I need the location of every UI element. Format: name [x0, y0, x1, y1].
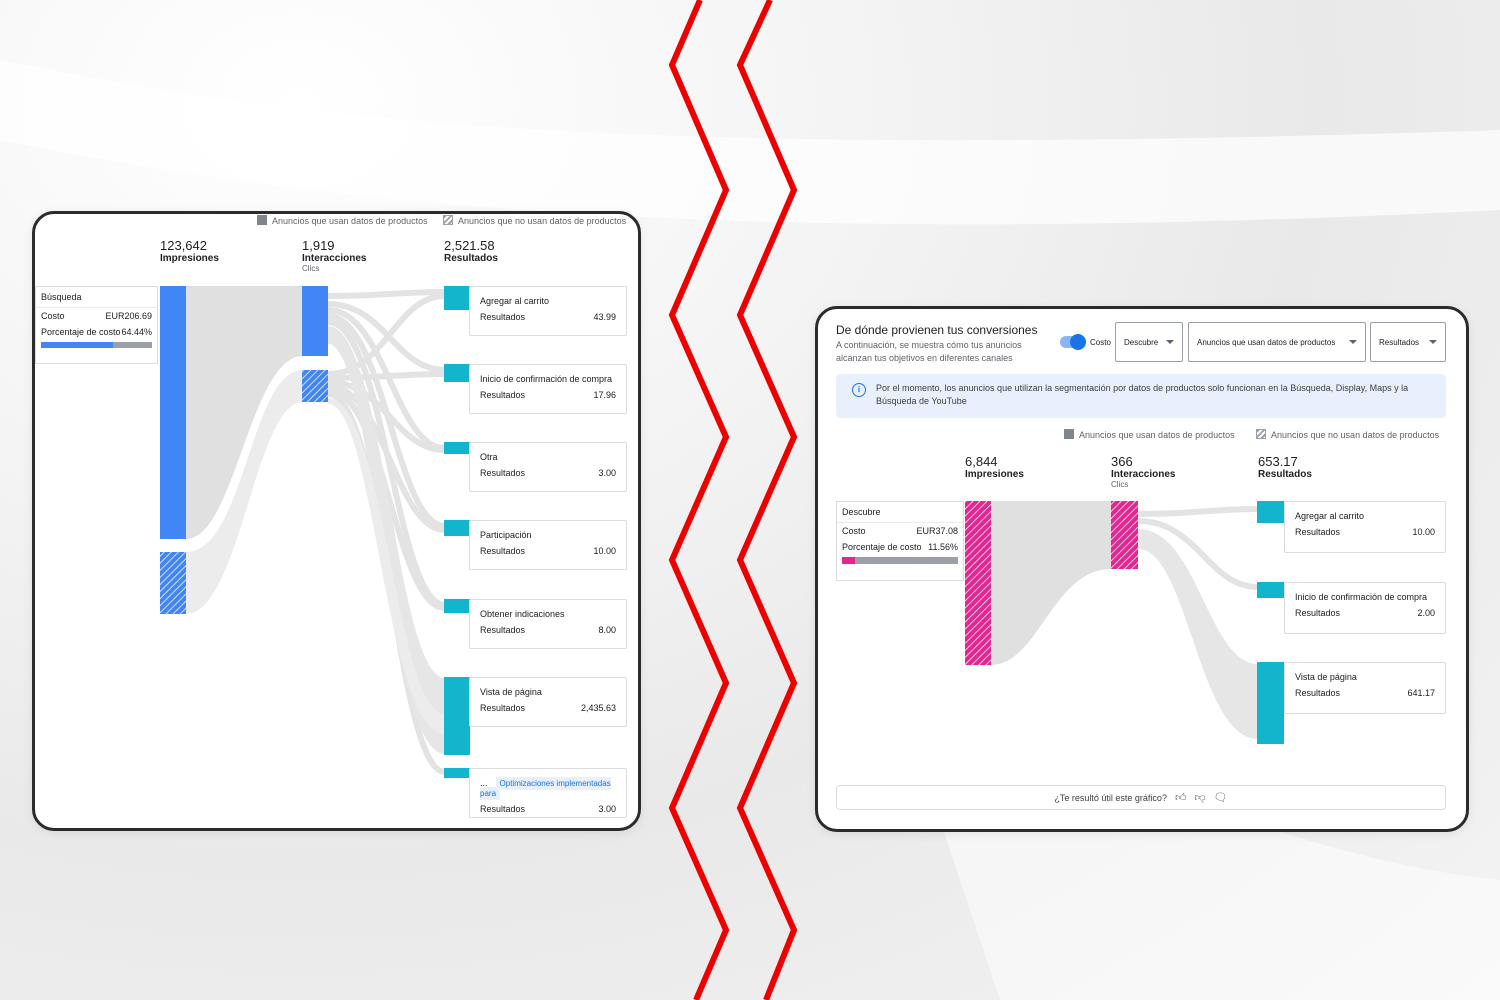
conversion-name: ... — [480, 778, 488, 788]
thumbs-down-icon[interactable]: 👎︎ — [1194, 792, 1206, 804]
results-row: Resultados 10.00 — [1285, 527, 1445, 537]
cost-share-row: Porcentaje de costo 11.56% — [842, 542, 958, 552]
conversion-name: Agregar al carrito — [480, 296, 550, 306]
conversion-name: Inicio de confirmación de compra — [480, 374, 613, 384]
legend-without-product-data: Anuncios que no usan datos de productos — [1256, 429, 1439, 440]
results-row: Resultados 8.00 — [470, 625, 626, 635]
right-sankey-flows — [965, 501, 1284, 744]
metric-impressions: 6,844 Impresiones — [965, 454, 1024, 480]
results-value: 3.00 — [598, 468, 616, 478]
optimization-badge[interactable]: Optimizaciones implementadas para — [480, 777, 611, 800]
results-label: Resultados — [480, 804, 526, 814]
cost-toggle[interactable]: Costo — [1060, 334, 1111, 350]
hatched-swatch-icon — [443, 215, 453, 225]
left-sankey-card: Anuncios que usan datos de productos Anu… — [32, 211, 641, 831]
hatched-swatch-icon — [1256, 429, 1266, 439]
results-row: Resultados 3.00 — [470, 804, 626, 814]
info-banner: i Por el momento, los anuncios que utili… — [836, 374, 1446, 418]
metric-interactions: 1,919 Interacciones Clics — [302, 238, 367, 273]
right-sankey-card: De dónde provienen tus conversiones A co… — [815, 306, 1469, 832]
conversion-card[interactable]: Vista de página Resultados 641.17 — [1284, 662, 1446, 714]
conversion-name: Obtener indicaciones — [480, 609, 565, 619]
results-value: 43.99 — [593, 312, 616, 322]
results-value: 8.00 — [598, 625, 616, 635]
results-value: 641.17 — [1407, 688, 1435, 698]
results-label: Resultados — [1295, 608, 1341, 618]
thumbs-up-icon[interactable]: 👍︎ — [1174, 792, 1187, 804]
conversion-card[interactable]: ... Optimizaciones implementadas para Resu… — [469, 768, 627, 818]
source-name: Búsqueda — [36, 287, 157, 308]
product-data-dropdown[interactable]: Anuncios que usan datos de productos — [1188, 322, 1366, 362]
conversion-card[interactable]: Otra Resultados 3.00 — [469, 442, 627, 492]
conversion-card[interactable]: Obtener indicaciones Resultados 8.00 — [469, 599, 627, 649]
legend-with-product-data: Anuncios que usan datos de productos — [257, 215, 428, 226]
metric-interactions: 366 Interacciones Clics — [1111, 454, 1176, 489]
conversion-card[interactable]: Vista de página Resultados 2,435.63 — [469, 677, 627, 727]
metric-results: 2,521.58 Resultados — [444, 238, 498, 264]
cost-share-bar — [842, 557, 958, 564]
source-card-busqueda[interactable]: Búsqueda Costo EUR206.69 Porcentaje de co… — [35, 286, 158, 364]
legend-with-product-data: Anuncios que usan datos de productos — [1064, 429, 1235, 440]
conversion-card[interactable]: Agregar al carrito Resultados 10.00 — [1284, 501, 1446, 553]
card-title: De dónde provienen tus conversiones — [836, 323, 1038, 337]
channel-dropdown[interactable]: Descubre — [1115, 322, 1183, 362]
source-name: Descubre — [837, 502, 963, 523]
results-row: Resultados 10.00 — [470, 546, 626, 556]
results-value: 10.00 — [1412, 527, 1435, 537]
results-row: Resultados 3.00 — [470, 468, 626, 478]
cost-row: Costo EUR206.69 — [41, 311, 152, 321]
conversion-card[interactable]: Inicio de confirmación de compra Resultad… — [1284, 582, 1446, 634]
results-label: Resultados — [1295, 527, 1341, 537]
results-row: Resultados 2,435.63 — [470, 703, 626, 713]
legend-without-product-data: Anuncios que no usan datos de productos — [443, 215, 626, 226]
feedback-question: ¿Te resultó útil este gráfico? — [1054, 792, 1167, 803]
metric-dropdown[interactable]: Resultados — [1370, 322, 1446, 362]
results-label: Resultados — [480, 703, 526, 713]
results-label: Resultados — [480, 468, 526, 478]
solid-swatch-icon — [257, 215, 267, 225]
results-value: 10.00 — [593, 546, 616, 556]
chevron-down-icon — [1166, 340, 1174, 344]
source-card-descubre[interactable]: Descubre Costo EUR37.08 Porcentaje de cos… — [836, 501, 964, 581]
results-row: Resultados 641.17 — [1285, 688, 1445, 698]
conversion-name: Vista de página — [480, 687, 542, 697]
conversion-card[interactable]: Participación Resultados 10.00 — [469, 520, 627, 570]
cost-row: Costo EUR37.08 — [842, 526, 958, 536]
conversion-name: Vista de página — [1295, 672, 1357, 682]
conversion-name: Inicio de confirmación de compra — [1295, 592, 1428, 602]
results-value: 17.96 — [593, 390, 616, 400]
toggle-switch[interactable] — [1060, 334, 1086, 350]
results-label: Resultados — [1295, 688, 1341, 698]
conversion-card[interactable]: Agregar al carrito Resultados 43.99 — [469, 286, 627, 336]
cost-share-row: Porcentaje de costo 64.44% — [41, 327, 152, 337]
results-value: 2.00 — [1417, 608, 1435, 618]
results-value: 2,435.63 — [580, 703, 616, 713]
results-row: Resultados 2.00 — [1285, 608, 1445, 618]
conversion-name: Participación — [480, 530, 532, 540]
feedback-bar: ¿Te resultó útil este gráfico? 👍︎ 👎︎ 🗨︎ — [836, 785, 1446, 810]
chevron-down-icon — [1429, 340, 1437, 344]
results-label: Resultados — [480, 546, 526, 556]
left-sankey-flows — [160, 286, 470, 778]
metric-impressions: 123,642 Impresiones — [160, 238, 219, 264]
conversion-name: Agregar al carrito — [1295, 511, 1365, 521]
results-label: Resultados — [480, 390, 526, 400]
solid-swatch-icon — [1064, 429, 1074, 439]
results-value: 3.00 — [598, 804, 616, 814]
results-label: Resultados — [480, 312, 526, 322]
cost-share-bar — [41, 342, 152, 348]
info-icon: i — [852, 383, 866, 397]
results-row: Resultados 17.96 — [470, 390, 626, 400]
card-subtitle: A continuación, se muestra cómo tus anun… — [836, 340, 1022, 363]
conversion-card[interactable]: Inicio de confirmación de compra Resultad… — [469, 364, 627, 414]
metric-results: 653.17 Resultados — [1258, 454, 1312, 480]
results-row: Resultados 43.99 — [470, 312, 626, 322]
comment-icon[interactable]: 🗨︎ — [1213, 792, 1228, 804]
results-label: Resultados — [480, 625, 526, 635]
chevron-down-icon — [1349, 340, 1357, 344]
conversion-name: Otra — [480, 452, 498, 462]
